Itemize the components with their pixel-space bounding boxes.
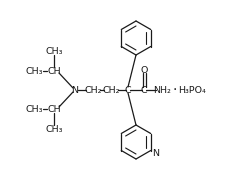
Text: CH₂: CH₂ [102,85,120,95]
Text: CH₃: CH₃ [45,125,63,134]
Text: C: C [141,85,147,95]
Text: CH₂: CH₂ [84,85,102,95]
Text: C: C [125,85,131,95]
Text: H₃PO₄: H₃PO₄ [178,85,206,95]
Text: CH₃: CH₃ [45,46,63,56]
Text: O: O [140,65,148,75]
Text: CH₃: CH₃ [25,105,43,114]
Text: N: N [153,149,159,158]
Text: NH₂: NH₂ [153,85,171,95]
Text: ·: · [173,83,177,97]
Text: N: N [71,85,78,95]
Text: CH: CH [47,66,61,75]
Text: CH₃: CH₃ [25,66,43,75]
Text: CH: CH [47,105,61,114]
